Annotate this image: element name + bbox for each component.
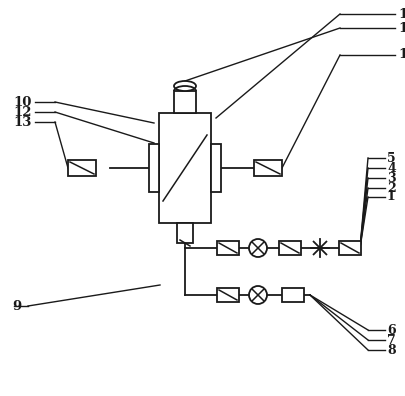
Text: 1: 1: [387, 190, 396, 204]
Text: 5: 5: [387, 152, 396, 164]
Text: 12: 12: [13, 105, 32, 118]
Bar: [339, 241, 361, 255]
Bar: [211, 144, 221, 192]
Bar: [177, 223, 193, 243]
Bar: [282, 288, 304, 302]
Text: 3: 3: [387, 171, 396, 185]
Bar: [68, 160, 96, 176]
Text: 11: 11: [398, 21, 405, 34]
Circle shape: [249, 239, 267, 257]
Text: 8: 8: [387, 343, 396, 356]
Bar: [217, 288, 239, 302]
Text: 10: 10: [14, 95, 32, 109]
Text: 7: 7: [387, 333, 396, 346]
Text: 13: 13: [14, 116, 32, 128]
Text: 6: 6: [387, 324, 396, 337]
Bar: [279, 241, 301, 255]
Ellipse shape: [174, 81, 196, 91]
Bar: [174, 91, 196, 113]
Text: 14: 14: [398, 8, 405, 21]
Text: 4: 4: [387, 162, 396, 175]
Bar: [217, 241, 239, 255]
Text: 2: 2: [387, 181, 396, 194]
Bar: [149, 144, 159, 192]
Text: 9: 9: [12, 299, 21, 312]
Bar: [254, 160, 282, 176]
Circle shape: [249, 286, 267, 304]
Text: 15: 15: [398, 48, 405, 61]
Bar: [159, 113, 211, 223]
